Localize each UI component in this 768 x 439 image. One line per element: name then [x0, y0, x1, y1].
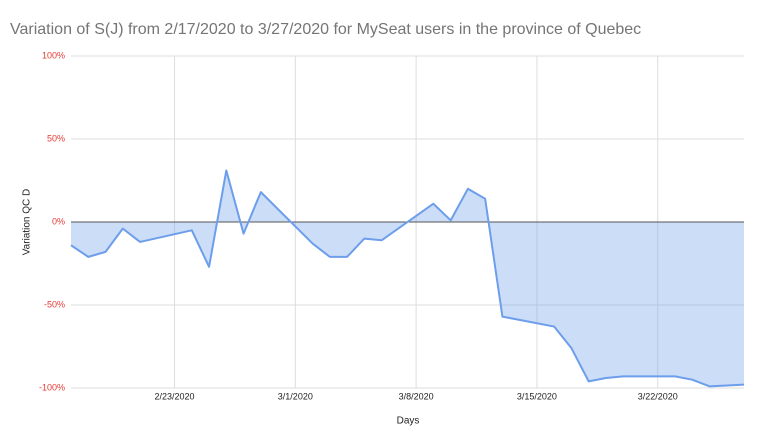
x-tick-label: 2/23/2020 — [155, 391, 195, 401]
x-tick-label: 3/8/2020 — [399, 391, 434, 401]
x-tick-label: 3/1/2020 — [278, 391, 313, 401]
y-tick-label: 100% — [42, 50, 65, 60]
chart-title: Variation of S(J) from 2/17/2020 to 3/27… — [10, 21, 641, 38]
y-tick-label: 50% — [47, 133, 65, 143]
line — [70, 169, 745, 388]
x-tick-label: 3/22/2020 — [638, 391, 678, 401]
x-tick-label: 3/15/2020 — [517, 391, 557, 401]
y-tick-label: -50% — [44, 299, 65, 309]
y-axis-label: Variation QC D — [22, 189, 33, 256]
y-tick-label: 0% — [52, 216, 65, 226]
area — [71, 170, 744, 387]
x-axis-label: Days — [397, 416, 420, 427]
y-tick-label: -100% — [39, 382, 65, 392]
